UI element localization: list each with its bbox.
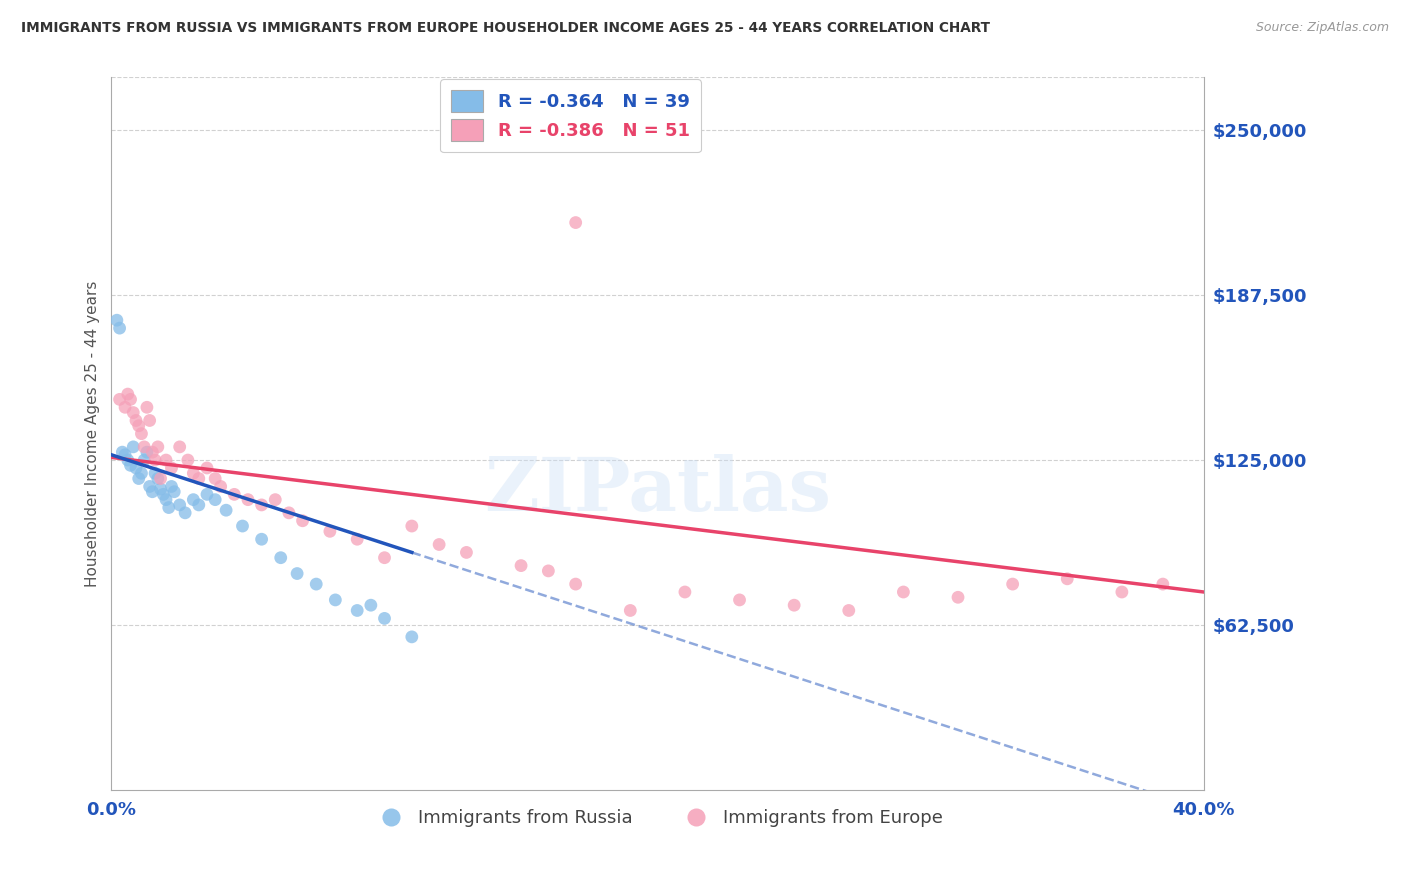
- Point: [277, 506, 299, 520]
- Point: [673, 585, 696, 599]
- Point: [114, 448, 136, 462]
- Point: [152, 487, 174, 501]
- Point: [401, 630, 423, 644]
- Point: [125, 413, 148, 427]
- Point: [105, 313, 128, 327]
- Point: [946, 591, 969, 605]
- Point: [117, 387, 139, 401]
- Point: [291, 514, 314, 528]
- Point: [128, 471, 150, 485]
- Text: ZIPatlas: ZIPatlas: [484, 454, 831, 527]
- Point: [163, 484, 186, 499]
- Point: [215, 503, 238, 517]
- Text: IMMIGRANTS FROM RUSSIA VS IMMIGRANTS FROM EUROPE HOUSEHOLDER INCOME AGES 25 - 44: IMMIGRANTS FROM RUSSIA VS IMMIGRANTS FRO…: [21, 21, 990, 35]
- Point: [149, 482, 172, 496]
- Point: [270, 550, 292, 565]
- Point: [120, 392, 142, 407]
- Point: [169, 440, 191, 454]
- Point: [108, 321, 131, 335]
- Point: [319, 524, 342, 539]
- Point: [160, 461, 183, 475]
- Point: [187, 471, 209, 485]
- Point: [427, 537, 450, 551]
- Point: [131, 467, 153, 481]
- Point: [111, 445, 134, 459]
- Point: [401, 519, 423, 533]
- Point: [250, 498, 273, 512]
- Point: [134, 453, 156, 467]
- Point: [177, 453, 200, 467]
- Point: [131, 426, 153, 441]
- Point: [325, 593, 347, 607]
- Point: [728, 593, 751, 607]
- Point: [169, 498, 191, 512]
- Point: [138, 479, 160, 493]
- Point: [146, 440, 169, 454]
- Point: [209, 479, 232, 493]
- Point: [204, 471, 226, 485]
- Point: [224, 487, 246, 501]
- Point: [510, 558, 533, 573]
- Point: [564, 216, 586, 230]
- Point: [160, 479, 183, 493]
- Point: [138, 413, 160, 427]
- Point: [117, 453, 139, 467]
- Point: [125, 461, 148, 475]
- Point: [305, 577, 328, 591]
- Y-axis label: Householder Income Ages 25 - 44 years: Householder Income Ages 25 - 44 years: [86, 280, 100, 587]
- Point: [783, 598, 806, 612]
- Point: [838, 603, 860, 617]
- Point: [122, 406, 145, 420]
- Point: [135, 445, 157, 459]
- Point: [236, 492, 259, 507]
- Point: [187, 498, 209, 512]
- Point: [183, 492, 205, 507]
- Point: [122, 440, 145, 454]
- Point: [157, 500, 180, 515]
- Point: [1111, 585, 1133, 599]
- Point: [143, 467, 166, 481]
- Point: [134, 440, 156, 454]
- Point: [373, 550, 395, 565]
- Point: [264, 492, 287, 507]
- Point: [120, 458, 142, 473]
- Point: [250, 533, 273, 547]
- Point: [456, 545, 478, 559]
- Point: [285, 566, 308, 581]
- Point: [149, 471, 172, 485]
- Point: [155, 492, 177, 507]
- Legend: Immigrants from Russia, Immigrants from Europe: Immigrants from Russia, Immigrants from …: [366, 802, 950, 834]
- Point: [893, 585, 915, 599]
- Point: [135, 401, 157, 415]
- Text: Source: ZipAtlas.com: Source: ZipAtlas.com: [1256, 21, 1389, 34]
- Point: [141, 445, 163, 459]
- Point: [146, 471, 169, 485]
- Point: [564, 577, 586, 591]
- Point: [373, 611, 395, 625]
- Point: [1152, 577, 1174, 591]
- Point: [143, 453, 166, 467]
- Point: [114, 401, 136, 415]
- Point: [174, 506, 197, 520]
- Point: [195, 461, 218, 475]
- Point: [183, 467, 205, 481]
- Point: [231, 519, 253, 533]
- Point: [619, 603, 641, 617]
- Point: [155, 453, 177, 467]
- Point: [360, 598, 382, 612]
- Point: [204, 492, 226, 507]
- Point: [346, 533, 368, 547]
- Point: [1001, 577, 1024, 591]
- Point: [1056, 572, 1078, 586]
- Point: [141, 484, 163, 499]
- Point: [108, 392, 131, 407]
- Point: [537, 564, 560, 578]
- Point: [195, 487, 218, 501]
- Point: [128, 418, 150, 433]
- Point: [346, 603, 368, 617]
